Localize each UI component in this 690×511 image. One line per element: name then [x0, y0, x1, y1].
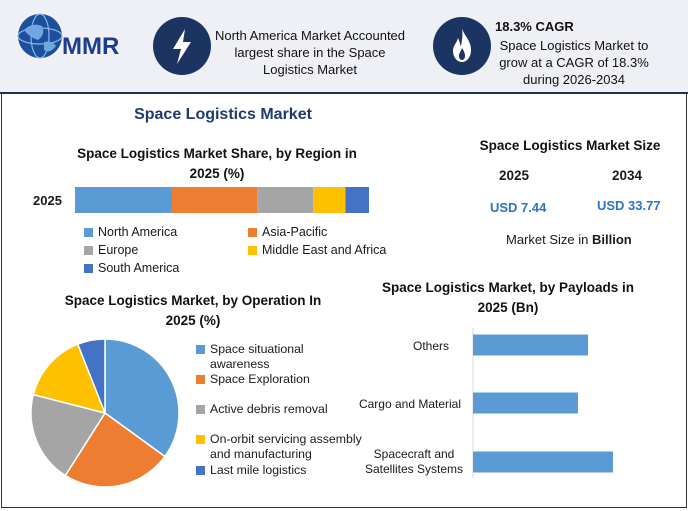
logo-text: MMR	[62, 33, 119, 60]
pie-slice-active-debris-removal	[30, 393, 107, 477]
operation-legend-item-last-mile-logistics: Last mile logistics	[196, 463, 362, 478]
cagr-title: 18.3% CAGR	[495, 19, 574, 34]
region-segment-asia-pacific	[172, 187, 258, 213]
legend-swatch	[196, 375, 205, 384]
region-chart-title: Space Logistics Market Share, by Region …	[77, 146, 357, 181]
region-legend-item-middle-east-and-africa: Middle East and Africa	[248, 243, 386, 257]
region-segment-middle-east-and-africa	[313, 187, 346, 213]
legend-label: South America	[98, 261, 180, 275]
payload-label-others: Others	[412, 339, 449, 353]
region-legend-item-europe: Europe	[84, 243, 138, 257]
region-stacked-bar	[75, 187, 369, 213]
operation-pie-chart	[30, 338, 180, 488]
lightning-icon	[153, 17, 211, 75]
unit-strong: Billion	[591, 232, 632, 247]
region-category-label: 2025	[33, 193, 62, 208]
size-value-2025: USD 7.44	[490, 200, 547, 215]
operation-legend-item-space-exploration: Space Exploration	[196, 372, 362, 387]
legend-label: Space situational awareness	[210, 342, 304, 371]
size-year-2025: 2025	[499, 168, 530, 183]
payload-label-cargo: Cargo and Material	[358, 397, 462, 411]
legend-label: Active debris removal	[210, 402, 328, 416]
region-legend-item-north-america: North America	[84, 225, 177, 239]
payload-bar-cargo-and-material	[473, 392, 578, 414]
pie-slice-space-exploration	[64, 411, 166, 488]
payload-bar-spacecraft-and-satellites-systems	[473, 451, 613, 473]
size-value-2034: USD 33.77	[597, 198, 661, 213]
legend-label: Last mile logistics	[210, 463, 307, 477]
legend-swatch	[196, 466, 205, 475]
legend-swatch	[84, 245, 93, 255]
legend-swatch	[248, 245, 257, 255]
page-title: Space Logistics Market	[134, 106, 312, 123]
highlight-north-america: North America Market Accounted largest s…	[214, 28, 406, 77]
payload-bar-chart	[472, 328, 613, 478]
pie-slice-space-situational-awareness	[104, 338, 180, 458]
market-size-title: Space Logistics Market Size	[479, 138, 661, 153]
legend-swatch	[196, 345, 205, 354]
legend-label: On-orbit servicing assembly and manufact…	[210, 432, 362, 461]
region-segment-europe	[257, 187, 314, 213]
operation-legend-item-on-orbit-servicing-assembly-and-manufacturing: On-orbit servicing assembly and manufact…	[196, 432, 362, 462]
size-year-2034: 2034	[612, 168, 643, 183]
pie-slice-last-mile-logistics	[76, 338, 106, 414]
flame-icon	[433, 17, 491, 75]
operation-legend-item-space-situational-awareness: Space situational awareness	[196, 342, 362, 372]
header-band	[0, 0, 688, 92]
region-segment-north-america	[75, 187, 173, 213]
region-legend-item-south-america: South America	[84, 261, 179, 275]
market-size-unit: Market Size in Billion	[506, 232, 632, 247]
payload-chart-title: Space Logistics Market, by Payloads in 2…	[381, 280, 635, 315]
mmr-logo: MMR	[17, 13, 119, 60]
legend-label: North America	[98, 225, 178, 239]
payload-bar-others	[473, 334, 588, 356]
legend-swatch	[196, 435, 205, 444]
legend-swatch	[84, 263, 93, 273]
region-segment-south-america	[345, 187, 369, 213]
legend-swatch	[196, 405, 205, 414]
legend-swatch	[248, 227, 257, 237]
payload-label-spacecraft: Spacecraft and Satellites Systems	[364, 447, 464, 476]
operation-legend-item-active-debris-removal: Active debris removal	[196, 402, 362, 417]
legend-swatch	[84, 227, 93, 237]
unit-prefix: Market Size in	[506, 232, 592, 247]
header-divider	[0, 92, 688, 94]
legend-label: Asia-Pacific	[262, 225, 328, 239]
operation-chart-title: Space Logistics Market, by Operation In …	[64, 293, 322, 328]
region-legend-item-asia-pacific: Asia-Pacific	[248, 225, 327, 239]
legend-label: Middle East and Africa	[262, 243, 387, 257]
pie-slice-on-orbit-servicing-assembly-and-manufacturing	[32, 343, 107, 415]
cagr-description: Space Logistics Market to grow at a CAGR…	[499, 38, 649, 87]
legend-label: Space Exploration	[210, 372, 310, 386]
legend-label: Europe	[98, 243, 139, 257]
